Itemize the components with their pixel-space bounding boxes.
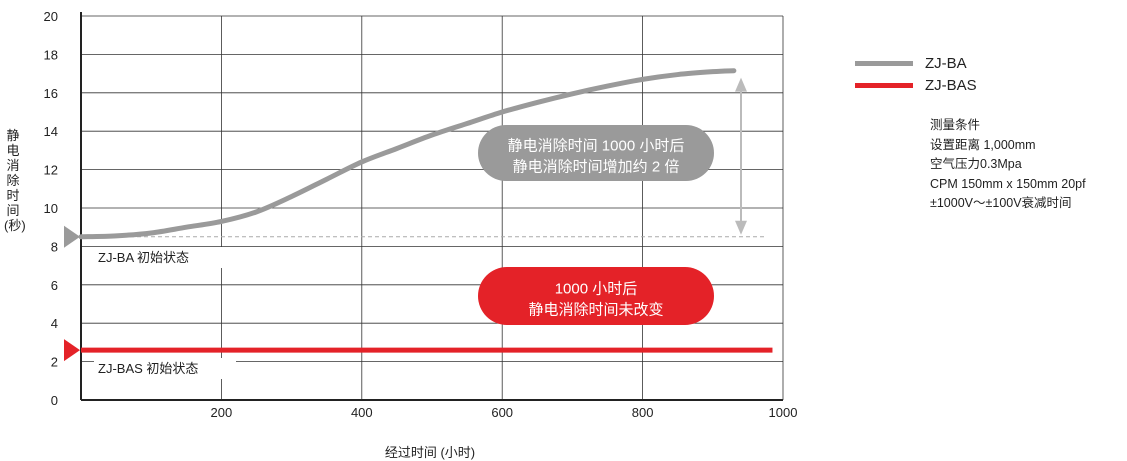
grid-lines	[81, 15, 784, 400]
x-tick-label: 1000	[769, 405, 798, 420]
condition-line: 空气压力0.3Mpa	[930, 157, 1022, 171]
bas-initial-label: ZJ-BAS 初始状态	[98, 361, 198, 376]
y-axis-label: 静电消除时间 (秒)	[4, 128, 26, 233]
red-callout-bubble-text: 1000 小时后	[555, 281, 638, 298]
bas-initial-label-bg	[94, 358, 236, 379]
legend-label-zj-ba: ZJ-BA	[925, 54, 967, 72]
y-tick-labels: 0 2 4 6 8 10 12 14 16 18 20	[44, 9, 58, 408]
y-tick-label: 20	[44, 9, 58, 24]
ba-initial-label-bg	[94, 247, 236, 268]
condition-line: CPM 150mm x 150mm 20pf	[930, 176, 1086, 191]
gray-callout-bubble	[478, 125, 714, 181]
legend-label-zj-bas: ZJ-BAS	[925, 76, 977, 94]
start-marker-zj-bas	[64, 339, 80, 362]
legend-item-zj-bas: ZJ-BAS	[855, 74, 977, 96]
measurement-conditions: 测量条件 设置距离 1,000mm 空气压力0.3Mpa CPM 150mm x…	[930, 116, 1086, 214]
annotations: ZJ-BA 初始状态 ZJ-BAS 初始状态 静电消除时间 1000 小时后静电消除…	[94, 77, 747, 379]
y-tick-label: 8	[51, 239, 58, 254]
y-tick-label: 12	[44, 163, 58, 178]
increase-arrow-head-top	[735, 77, 747, 92]
series-marks	[64, 68, 773, 362]
chart: 0 2 4 6 8 10 12 14 16 18 20 200 400 600 800 1000 ZJ-BA…	[44, 9, 798, 420]
condition-line: ±1000V〜±100V衰减时间	[930, 196, 1072, 210]
x-tick-label: 400	[351, 405, 373, 420]
x-axis-label: 经过时间 (小时)	[384, 445, 476, 460]
legend-swatch-zj-bas	[855, 82, 913, 88]
y-tick-label: 10	[44, 201, 58, 216]
series-line-zj-ba	[78, 68, 737, 240]
red-callout-bubble-text: 静电消除时间未改变	[528, 302, 663, 319]
red-callout-bubble	[478, 267, 714, 325]
start-marker-zj-ba	[64, 225, 80, 248]
y-tick-label: 14	[44, 124, 58, 139]
condition-line: 设置距离 1,000mm	[930, 137, 1036, 152]
gray-callout-bubble-text: 静电消除时间 1000 小时后	[508, 138, 685, 155]
legend-swatch-zj-ba	[855, 60, 913, 66]
increase-arrow-head-bottom	[735, 220, 747, 235]
legend: ZJ-BA ZJ-BAS	[855, 52, 977, 96]
ba-initial-label: ZJ-BA 初始状态	[98, 250, 189, 265]
y-tick-label: 6	[51, 278, 58, 293]
x-tick-label: 200	[211, 405, 233, 420]
y-tick-label: 16	[44, 86, 58, 101]
x-tick-labels: 200 400 600 800 1000	[211, 405, 798, 420]
legend-item-zj-ba: ZJ-BA	[855, 52, 977, 74]
y-tick-label: 18	[44, 47, 58, 62]
y-tick-label: 2	[51, 355, 58, 370]
x-tick-label: 600	[491, 405, 513, 420]
x-tick-label: 800	[632, 405, 654, 420]
gray-callout-bubble-text: 静电消除时间增加约 2 倍	[513, 159, 680, 176]
y-tick-label: 0	[51, 393, 58, 408]
conditions-title: 测量条件	[930, 118, 981, 132]
axes	[80, 12, 783, 401]
y-tick-label: 4	[51, 316, 58, 331]
